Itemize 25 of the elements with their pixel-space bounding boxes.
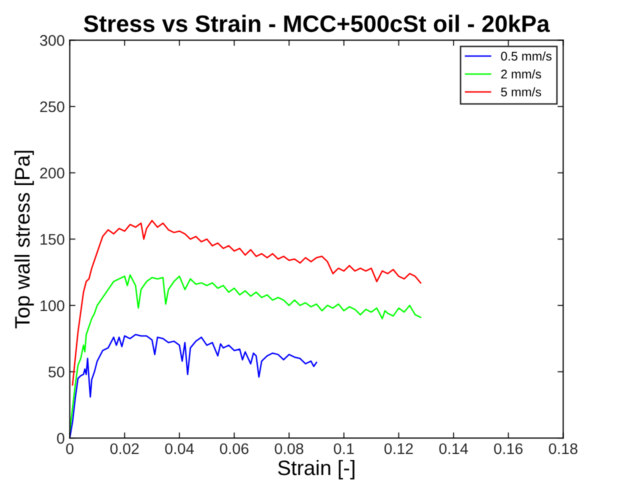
- x-tick-label: 0.02: [110, 443, 139, 454]
- y-tick-label: 150: [40, 234, 64, 245]
- y-tick-label: 0: [57, 432, 64, 444]
- chart-title: Stress vs Strain - MCC+500cSt oil - 20kPa: [84, 14, 550, 32]
- x-tick-label: 0.08: [274, 443, 304, 454]
- x-tick-label: 0.12: [384, 443, 413, 454]
- x-tick-label: 0.14: [439, 443, 468, 454]
- y-tick-label: 300: [40, 35, 64, 46]
- x-tick-label: 0.16: [494, 443, 523, 454]
- x-tick-label: 0.06: [220, 443, 248, 454]
- line-series: [70, 334, 318, 438]
- y-axis-title: Top wall stress [Pa]: [14, 150, 34, 328]
- legend-label: 0.5 mm/s: [501, 51, 552, 61]
- legend-label: 5 mm/s: [501, 87, 542, 96]
- legend-label: 2 mm/s: [501, 69, 542, 79]
- x-tick-label: 0: [66, 443, 74, 454]
- y-tick-label: 100: [40, 300, 64, 312]
- x-tick-label: 0.04: [165, 443, 194, 454]
- x-axis-title: Strain [-]: [278, 460, 354, 480]
- y-tick-label: 50: [48, 366, 64, 378]
- line-series: [72, 220, 422, 386]
- x-tick-label: 0.1: [334, 443, 354, 454]
- x-tick-label: 0.18: [548, 443, 578, 454]
- y-tick-label: 250: [40, 101, 64, 112]
- y-tick-label: 200: [40, 168, 64, 178]
